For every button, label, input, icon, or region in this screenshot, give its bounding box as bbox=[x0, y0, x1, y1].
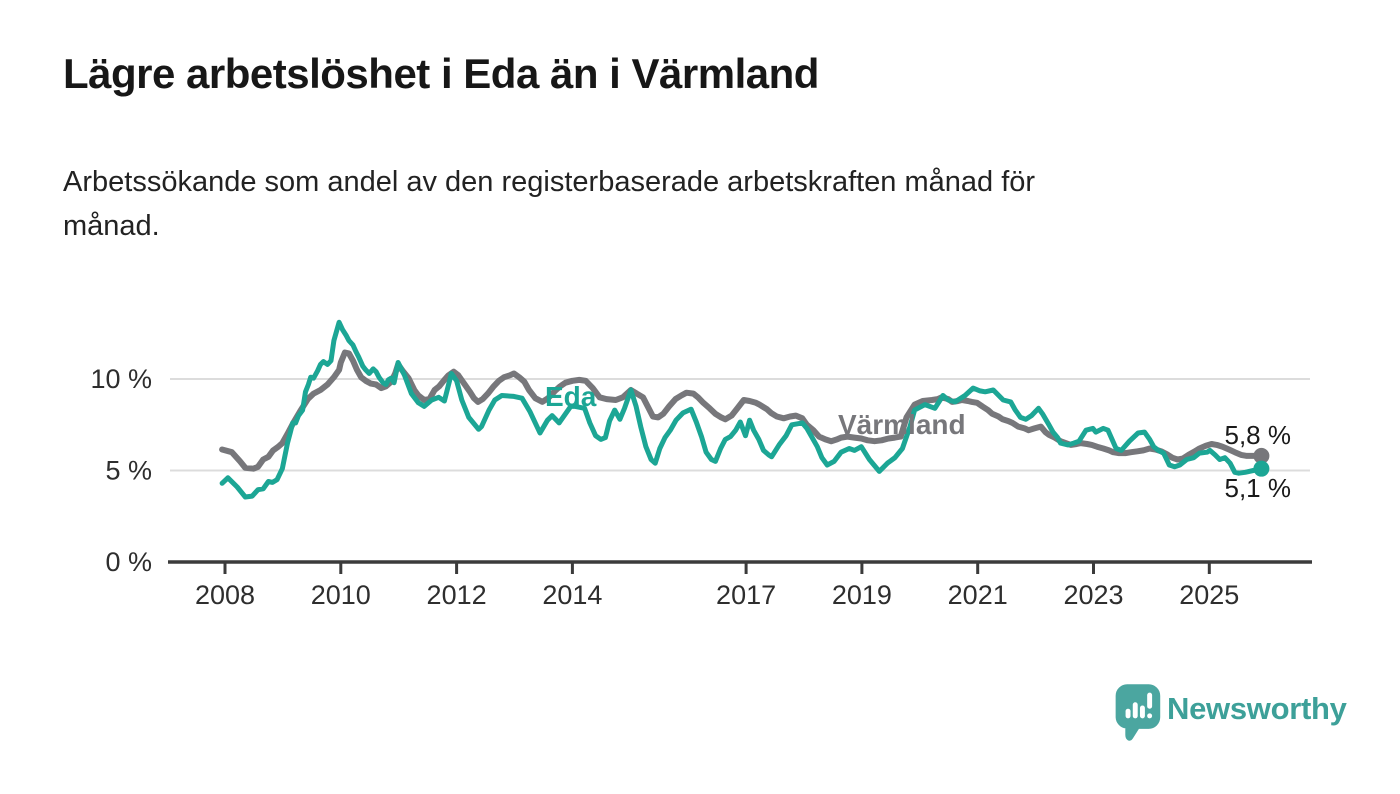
y-tick-label-10: 10 % bbox=[90, 364, 152, 394]
y-tick-label-5: 5 % bbox=[105, 456, 152, 486]
bar-chart-speech-bubble-icon bbox=[1115, 684, 1161, 741]
y-tick-label-0: 0 % bbox=[105, 547, 152, 577]
eda-series-label: Eda bbox=[545, 381, 597, 412]
logo-bar-1 bbox=[1125, 708, 1131, 719]
brand-wordmark: Newsworthy bbox=[1167, 691, 1347, 726]
varmland-series-label: Värmland bbox=[838, 409, 966, 440]
varmland-line bbox=[219, 349, 1265, 472]
x-tick-label-2021: 2021 bbox=[948, 580, 1008, 610]
brand-footer: Newsworthy bbox=[1115, 684, 1395, 744]
logo-bar-3 bbox=[1139, 705, 1145, 719]
varmland-end-value-label: 5,8 % bbox=[1225, 420, 1292, 450]
logo-bar-2 bbox=[1132, 702, 1138, 719]
eda-line bbox=[219, 319, 1264, 500]
logo-exclamation-dot bbox=[1147, 713, 1153, 719]
speech-bubble-shape bbox=[1115, 684, 1161, 741]
x-tick-label-2017: 2017 bbox=[716, 580, 776, 610]
varmland-end-dot bbox=[1253, 447, 1270, 464]
x-tick-label-2014: 2014 bbox=[542, 580, 602, 610]
page-title: Lägre arbetslöshet i Eda än i Värmland bbox=[63, 50, 819, 97]
x-tick-label-2019: 2019 bbox=[832, 580, 892, 610]
x-tick-label-2010: 2010 bbox=[311, 580, 371, 610]
logo-exclamation-bar bbox=[1147, 692, 1153, 709]
x-tick-label-2023: 2023 bbox=[1063, 580, 1123, 610]
eda-end-dot bbox=[1253, 460, 1270, 477]
x-tick-label-2025: 2025 bbox=[1179, 580, 1239, 610]
page-subtitle: Arbetssökande som andel av den registerb… bbox=[63, 160, 1283, 248]
x-tick-label-2012: 2012 bbox=[427, 580, 487, 610]
page-subtitle-line1: Arbetssökande som andel av den registerb… bbox=[63, 166, 1036, 198]
page-subtitle-line2: månad. bbox=[63, 210, 160, 243]
eda-end-value-label: 5,1 % bbox=[1225, 473, 1292, 503]
x-tick-label-2008: 2008 bbox=[195, 580, 255, 610]
